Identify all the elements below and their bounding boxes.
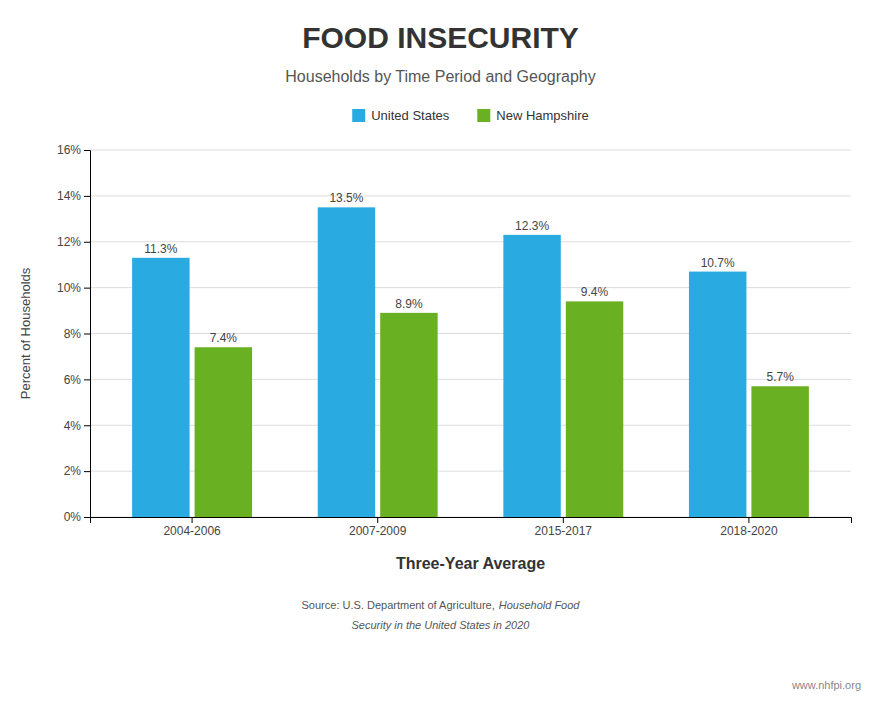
x-tick: 2018-2020: [720, 517, 778, 538]
x-tick-mark: [563, 517, 564, 523]
chart: FOOD INSECURITY Households by Time Period…: [0, 0, 881, 707]
y-tick-label: 4%: [64, 419, 82, 433]
source-text: Household Food: [499, 599, 581, 611]
data-label: 7.4%: [210, 331, 238, 345]
title: FOOD INSECURITY: [302, 21, 579, 54]
data-label: 10.7%: [701, 256, 735, 270]
y-tick-label: 0%: [64, 510, 82, 524]
legend-item: United States: [352, 108, 450, 123]
x-tick-label: 2018-2020: [720, 524, 778, 538]
source: Source: U.S. Department of Agriculture, H…: [302, 599, 581, 611]
grid: [90, 150, 851, 517]
y-tick-mark: [84, 150, 90, 151]
bar: [195, 347, 252, 517]
y-tick-label: 12%: [57, 235, 81, 249]
bar: [132, 258, 189, 517]
bars: [132, 207, 809, 517]
grid-line: [90, 195, 851, 196]
x-axis-title: Three-Year Average: [396, 555, 545, 572]
data-label: 5.7%: [766, 370, 794, 384]
series-bars: [195, 301, 809, 517]
x-tick: 2015-2017: [535, 517, 593, 538]
x-tick-mark: [192, 517, 193, 523]
y-tick: 6%: [64, 373, 90, 387]
y-tick-mark: [84, 334, 90, 335]
legend-label: United States: [371, 108, 450, 123]
grid-line: [90, 241, 851, 242]
data-label: 13.5%: [329, 191, 363, 205]
subtitle: Households by Time Period and Geography: [285, 68, 595, 85]
data-labels: 11.3% 13.5% 12.3% 10.7% 7.4% 8.9% 9.4% 5.7%: [144, 191, 794, 384]
y-tick-mark: [84, 517, 90, 518]
x-axis: 2004-2006 2007-2009 2015-2017 2018-2020: [91, 517, 852, 538]
bar: [503, 235, 560, 517]
y-tick-mark: [84, 288, 90, 289]
y-tick: 2%: [64, 464, 90, 478]
x-tick-mark: [748, 517, 749, 523]
y-tick-label: 6%: [64, 373, 82, 387]
series-bars: [132, 207, 746, 517]
x-axis-line: [91, 518, 852, 524]
data-label: 8.9%: [395, 297, 423, 311]
x-tick: 2007-2009: [349, 517, 407, 538]
y-tick-mark: [84, 379, 90, 380]
data-label: 12.3%: [515, 219, 549, 233]
x-tick-mark: [377, 517, 378, 523]
y-tick: 14%: [57, 189, 90, 203]
bar: [751, 386, 808, 517]
y-tick-mark: [84, 425, 90, 426]
watermark: www.nhfpi.org: [791, 679, 861, 691]
y-tick-label: 14%: [57, 189, 81, 203]
y-tick-label: 16%: [57, 143, 81, 157]
y-tick-label: 2%: [64, 464, 82, 478]
source: Security in the United States in 2020: [352, 619, 531, 631]
y-tick: 10%: [57, 281, 90, 295]
y-tick: 0%: [64, 510, 90, 524]
y-tick-label: 10%: [57, 281, 81, 295]
bar: [380, 313, 437, 517]
x-tick: 2004-2006: [163, 517, 221, 538]
data-label: 11.3%: [144, 242, 177, 256]
y-tick: 4%: [64, 419, 90, 433]
grid-line: [90, 150, 851, 151]
y-tick: 12%: [57, 235, 90, 249]
legend-item: New Hampshire: [477, 108, 588, 123]
y-tick: 16%: [57, 143, 90, 157]
x-tick-label: 2004-2006: [163, 524, 221, 538]
plot: 0% 2% 4% 6% 8% 10% 12% 14% 16% 2004-2006 2007-2009…: [57, 143, 852, 537]
y-tick: 8%: [64, 327, 90, 341]
y-tick-mark: [84, 471, 90, 472]
y-tick-label: 8%: [64, 327, 82, 341]
bar: [318, 207, 375, 517]
y-tick-mark: [84, 196, 90, 197]
data-label: 9.4%: [581, 285, 609, 299]
x-tick-label: 2007-2009: [349, 524, 407, 538]
y-axis-line: [84, 151, 91, 518]
legend-swatch: [477, 109, 490, 122]
x-tick-label: 2015-2017: [535, 524, 593, 538]
y-axis-title: Percent of Households: [18, 267, 33, 399]
bar: [566, 301, 623, 517]
y-tick-mark: [84, 242, 90, 243]
legend-label: New Hampshire: [496, 108, 588, 123]
legend-swatch: [352, 109, 365, 122]
bar: [689, 272, 746, 517]
y-axis: 0% 2% 4% 6% 8% 10% 12% 14% 16%: [57, 143, 91, 524]
legend: United States New Hampshire: [352, 108, 589, 123]
source-text: Source: U.S. Department of Agriculture,: [302, 599, 495, 611]
